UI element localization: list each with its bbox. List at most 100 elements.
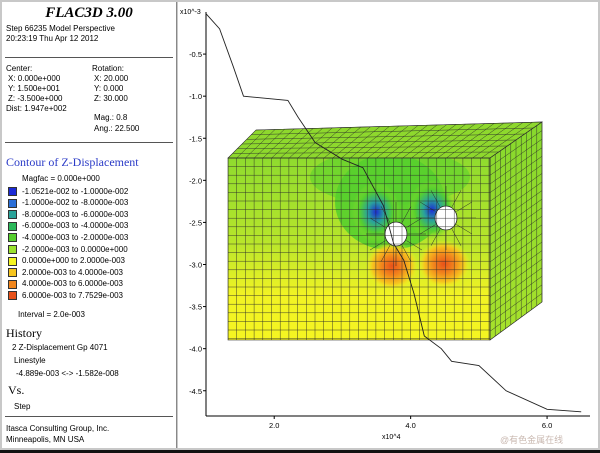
mesh-line (358, 125, 400, 159)
mesh-line (456, 201, 473, 212)
legend-range: -6.0000e-003 to -4.0000e-003 (22, 221, 129, 231)
mesh-grid-side (489, 121, 543, 341)
mesh-line (350, 126, 390, 159)
legend-range: -1.0000e-002 to -8.0000e-003 (22, 198, 129, 208)
company-location: Minneapolis, MN USA (6, 435, 85, 444)
vs-label: Vs. (8, 383, 25, 397)
app-title: FLAC3D 3.00 (45, 5, 133, 21)
history-title: History (6, 326, 42, 340)
mesh-line (489, 130, 543, 167)
mesh-line (262, 128, 295, 159)
y-tick-label: -2.5 (189, 218, 202, 227)
mesh-line (489, 138, 543, 176)
mesh-line (406, 240, 423, 251)
mesh-line (428, 123, 476, 159)
mesh-line (446, 123, 495, 159)
mesh-line (456, 224, 473, 235)
dist: Dist: 1.947e+002 (6, 104, 67, 113)
mesh-line (323, 126, 362, 159)
x-tick-label: 2.0 (269, 421, 279, 430)
center-label: Center: (6, 64, 33, 73)
y-tick-labels: -0.5 -1.0 -1.5 -2.0 -2.5 -3.0 -3.5 -4.0 -4.5 (189, 50, 206, 396)
mesh-line (489, 301, 543, 341)
mesh-line (489, 284, 543, 323)
legend-range: -1.0521e-002 to -1.0000e-002 (22, 186, 129, 196)
y-tick-label: -3.5 (189, 303, 202, 312)
contour-interval: Interval = 2.0e-003 (18, 310, 85, 319)
heave-zone-left (366, 242, 418, 290)
tunnel-left (384, 221, 408, 247)
history-plot: x10^-3 x10^4 -0.5 -1.0 -1.5 -2.0 -2.5 -3.0 -3.… (180, 9, 590, 441)
legend-swatch (8, 233, 17, 243)
mesh-line (489, 216, 543, 254)
x-tick-label: 6.0 (542, 421, 552, 430)
history-range: -4.889e-003 <-> -1.582e-008 (16, 369, 119, 378)
mesh-line (489, 258, 543, 297)
mesh-line (489, 276, 543, 315)
legend-range: -2.0000e-003 to 0.0000e+000 (22, 244, 128, 254)
y-tick-label: -1.5 (189, 134, 202, 143)
y-tick-label: -0.5 (189, 50, 202, 59)
mesh-line (463, 122, 514, 159)
y-tick-label: -4.5 (189, 387, 202, 396)
mesh-line (489, 250, 543, 289)
legend-swatch (8, 268, 17, 278)
mesh-line (430, 229, 441, 246)
mesh-line (406, 217, 423, 228)
mesh-line (419, 224, 436, 235)
y-tick-label: -1.0 (189, 92, 202, 101)
y-exponent-label: x10^-3 (180, 9, 201, 16)
rotation-label: Rotation: (92, 64, 125, 73)
linestyle-label: Linestyle (14, 356, 46, 365)
mesh-grid (228, 158, 490, 340)
legend-range: 4.0000e-003 to 6.0000e-003 (22, 279, 123, 289)
mesh-line (437, 123, 485, 159)
legend-swatch (8, 187, 17, 196)
x-exponent-label: x10^4 (382, 434, 401, 441)
mesh-line (489, 241, 543, 280)
step-info: Step 66235 Model Perspective (6, 24, 115, 33)
mesh-line (489, 181, 543, 219)
mesh-line (489, 190, 543, 228)
center-z: Z: -3.500e+000 (8, 94, 63, 103)
mesh-line (489, 173, 543, 211)
mesh-line (306, 127, 342, 159)
legend-swatch (8, 291, 17, 301)
mesh-line (489, 147, 543, 185)
mesh-line (489, 121, 543, 159)
magnification: Mag.: 0.8 (94, 113, 128, 122)
legend-range: -4.0000e-003 to -2.0000e-003 (22, 232, 129, 242)
center-x: X: 0.000e+000 (8, 74, 61, 83)
mesh-line (419, 201, 436, 212)
divider (5, 416, 173, 417)
legend-range: -8.0000e-003 to -6.0000e-003 (22, 209, 129, 219)
history-item: 2 Z-Displacement Gp 4071 (12, 343, 108, 352)
legend-swatch (8, 221, 17, 231)
mesh-line (454, 122, 504, 159)
mesh-line (489, 156, 543, 193)
mesh-line (367, 125, 409, 159)
divider (5, 57, 173, 58)
rotation-z: Z: 30.000 (94, 94, 128, 103)
mesh-line (489, 207, 543, 245)
legend-swatch (8, 279, 17, 289)
legend-range: 2.0000e-003 to 4.0000e-003 (22, 267, 123, 277)
mesh-line (385, 125, 428, 159)
mesh-line (376, 125, 419, 159)
mesh-line (489, 293, 543, 332)
mesh-line (393, 124, 438, 159)
mesh-line (451, 229, 462, 246)
plot-panel: x10^-3 x10^4 -0.5 -1.0 -1.5 -2.0 -2.5 -3.0 -3.… (178, 2, 598, 448)
angle: Ang.: 22.500 (94, 124, 140, 133)
divider (5, 142, 173, 143)
center-y: Y: 1.500e+001 (8, 84, 60, 93)
mesh-line (489, 164, 543, 202)
mesh-line (419, 123, 466, 159)
legend-swatch (8, 245, 17, 254)
vs-value: Step (14, 402, 31, 411)
legend-swatch (8, 210, 17, 220)
heave-zone-right (418, 240, 470, 288)
mesh-line (280, 128, 314, 159)
timestamp: 20:23:19 Thu Apr 12 2012 (6, 34, 99, 43)
